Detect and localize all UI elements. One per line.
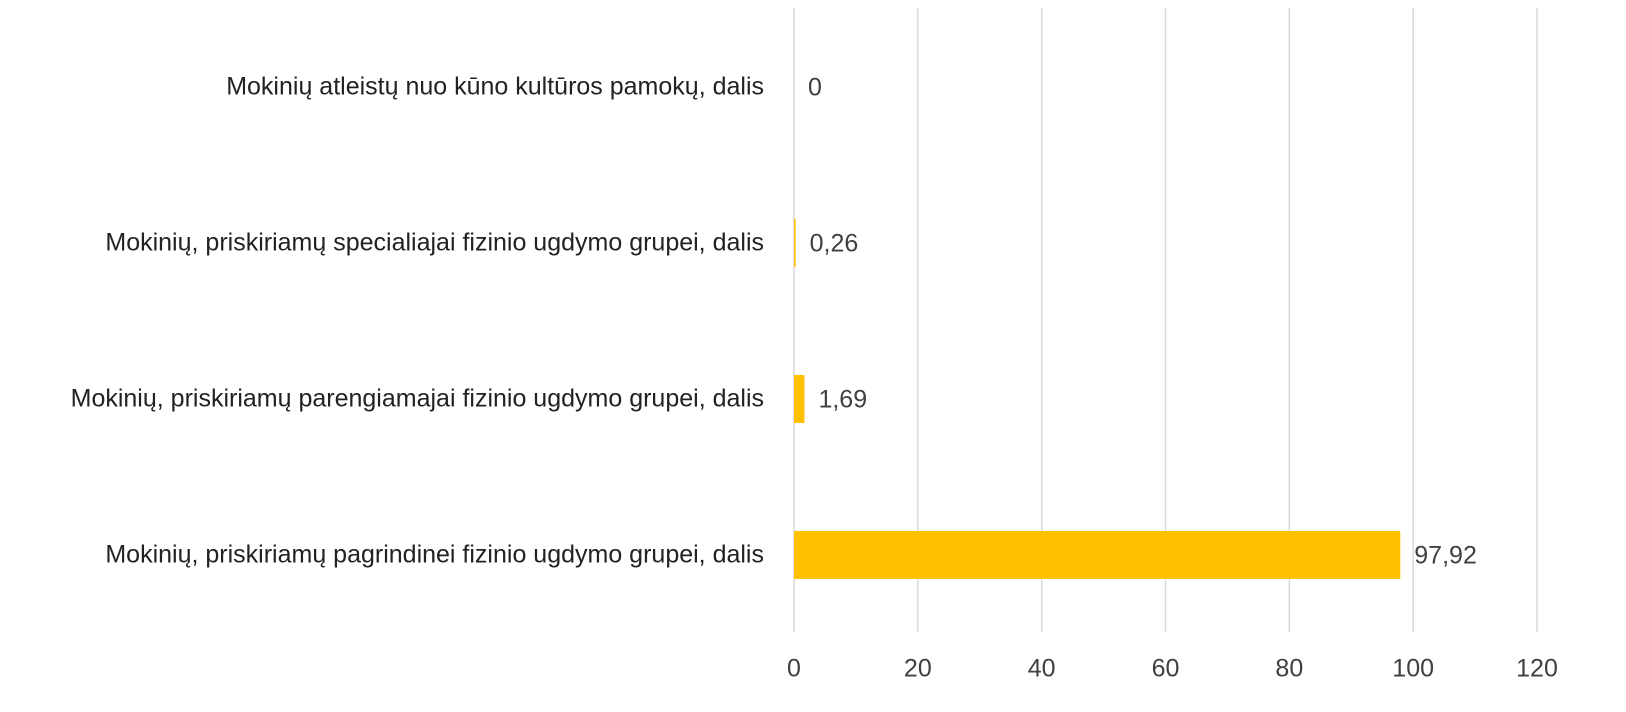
y-tick-label-box: Mokinių atleistų nuo kūno kultūros pamok… [4, 72, 764, 103]
data-label: 0 [808, 74, 822, 102]
y-tick-label-box: Mokinių, priskiriamų parengiamajai fizin… [4, 384, 764, 415]
x-tick-label: 40 [1028, 655, 1056, 683]
x-tick-label: 100 [1392, 655, 1434, 683]
bar [794, 375, 805, 423]
bar [794, 531, 1401, 579]
y-tick-label-box: Mokinių, priskiriamų pagrindinei fizinio… [4, 540, 764, 571]
x-tick-label: 60 [1152, 655, 1180, 683]
bar [794, 219, 796, 267]
data-label: 1,69 [818, 386, 867, 414]
y-tick-label: Mokinių, priskiriamų specialiajai fizini… [105, 228, 764, 257]
data-label: 0,26 [810, 230, 859, 258]
x-tick-label: 0 [787, 655, 801, 683]
data-label: 97,92 [1414, 542, 1477, 570]
x-tick-label: 20 [904, 655, 932, 683]
y-tick-label-box: Mokinių, priskiriamų specialiajai fizini… [4, 228, 764, 259]
y-tick-label: Mokinių, priskiriamų pagrindinei fizinio… [105, 540, 764, 569]
x-tick-label: 120 [1516, 655, 1558, 683]
y-tick-label: Mokinių atleistų nuo kūno kultūros pamok… [226, 72, 764, 101]
x-tick-label: 80 [1275, 655, 1303, 683]
y-tick-label: Mokinių, priskiriamų parengiamajai fizin… [70, 384, 764, 413]
